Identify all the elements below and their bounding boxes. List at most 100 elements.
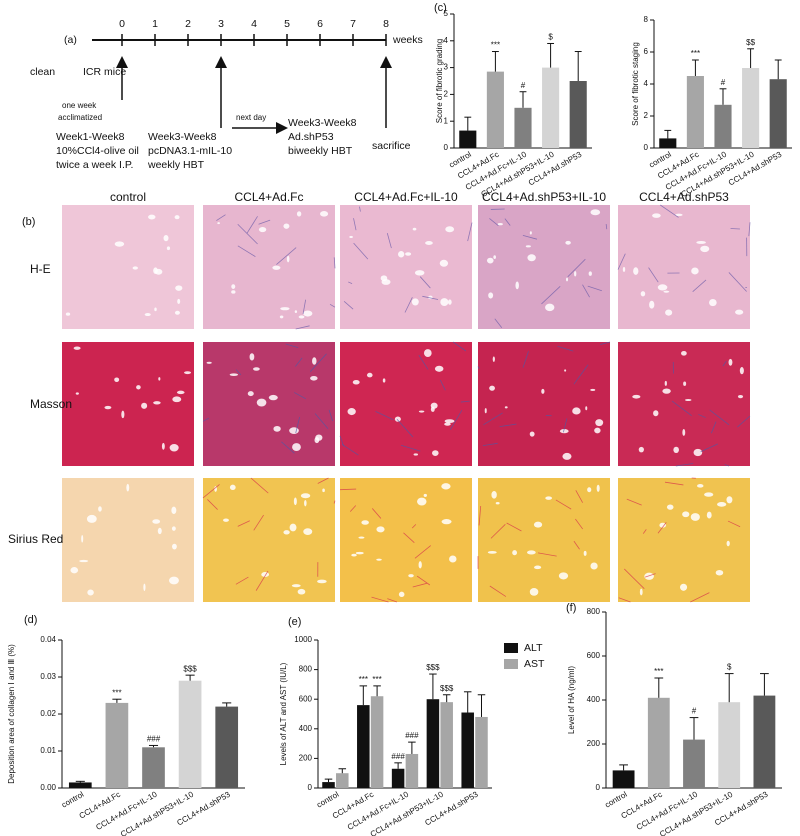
fibrosis: [449, 409, 463, 430]
vessel: [153, 401, 161, 405]
fibrosis: [329, 303, 336, 308]
vessel: [545, 303, 555, 312]
vessel: [283, 223, 290, 229]
y-axis-label: Levels of ALT and AST (IU/L): [279, 662, 288, 765]
vessel: [585, 406, 588, 411]
vessel: [587, 487, 592, 493]
significance: $: [727, 663, 732, 672]
vessel: [114, 241, 125, 247]
fibrosis: [700, 443, 719, 453]
vessel: [126, 483, 130, 492]
note: acclimatized: [58, 113, 102, 122]
vessel: [704, 492, 714, 497]
vessel: [590, 388, 596, 391]
fibrosis: [748, 222, 751, 237]
bar: [461, 712, 474, 788]
vessel: [649, 300, 655, 309]
fibrosis: [698, 414, 706, 418]
y-tick-label: 200: [299, 754, 313, 763]
vessel: [726, 540, 730, 547]
vessel: [693, 448, 703, 457]
vessel: [512, 550, 518, 556]
vessel: [293, 497, 297, 506]
row-label: H-E: [30, 262, 51, 276]
fibrosis: [375, 411, 394, 421]
fibrosis: [285, 343, 299, 349]
vessel: [317, 579, 327, 584]
fibrosis: [416, 575, 431, 586]
vessel: [659, 522, 667, 528]
vessel: [247, 391, 254, 397]
vessel: [223, 518, 229, 522]
vessel: [529, 431, 535, 437]
vessel: [136, 385, 141, 390]
timeline-tick-label: 0: [119, 18, 125, 30]
bar: [215, 706, 239, 788]
timeline-tick-label: 5: [284, 18, 290, 30]
y-tick-label: 4: [644, 79, 649, 88]
x-tick-label: control: [60, 790, 85, 810]
vessel: [657, 284, 668, 291]
vessel: [594, 427, 601, 434]
vessel: [534, 565, 542, 570]
fibrosis: [216, 214, 226, 221]
bar: [105, 702, 129, 788]
vessel: [411, 298, 419, 306]
vessel: [515, 281, 519, 290]
note: Ad.shP53: [288, 131, 334, 143]
fibrosis: [504, 218, 511, 226]
fibrosis: [439, 379, 446, 391]
fibrosis: [207, 499, 218, 510]
vessel: [273, 425, 281, 432]
timeline-tick-label: 3: [218, 18, 224, 30]
vessel: [439, 259, 449, 267]
vessel: [98, 506, 102, 512]
vessel: [638, 446, 644, 453]
fibrosis: [709, 409, 730, 426]
vessel: [258, 227, 267, 233]
y-tick-label: 0.04: [40, 635, 56, 644]
significance: ***: [691, 49, 700, 58]
vessel: [398, 250, 405, 258]
fibrosis: [258, 219, 271, 225]
vessel: [484, 408, 487, 414]
micrograph: [618, 342, 750, 466]
vessel: [684, 399, 692, 402]
fibrosis: [618, 597, 631, 603]
fibrosis: [567, 258, 586, 278]
micrograph: [62, 205, 194, 329]
vessel: [405, 252, 412, 256]
bar: [569, 81, 587, 148]
fibrosis: [419, 276, 431, 289]
bar: [459, 130, 477, 148]
vessel: [184, 371, 192, 375]
panel-label: (e): [288, 616, 301, 628]
fibrosis: [557, 345, 574, 352]
y-tick-label: 6: [644, 47, 649, 56]
timeline-unit: weeks: [392, 34, 423, 46]
vessel: [489, 385, 495, 391]
fibrosis: [482, 442, 498, 447]
vessel: [148, 214, 156, 220]
fibrosis: [660, 204, 679, 218]
vessel: [639, 588, 643, 596]
column-header: CCL4+Ad.shP53+IL-10: [482, 190, 606, 204]
significance: ***: [372, 675, 381, 684]
vessel: [445, 226, 455, 233]
timeline-tick-label: 6: [317, 18, 323, 30]
y-axis-label: Score of fibrotic grading: [435, 39, 444, 124]
note: Week1-Week8: [56, 131, 125, 143]
note: Week3-Week8: [288, 117, 357, 129]
vessel: [268, 394, 278, 401]
fibrosis: [343, 301, 354, 310]
legend-swatch: [504, 659, 518, 669]
vessel: [349, 235, 353, 239]
vessel: [565, 240, 571, 245]
vessel: [298, 315, 305, 319]
fibrosis: [737, 415, 751, 428]
bar: [718, 702, 741, 788]
y-tick-label: 5: [444, 9, 449, 18]
vessel: [412, 227, 417, 231]
note: weekly HBT: [147, 159, 205, 171]
bar: [542, 67, 560, 148]
